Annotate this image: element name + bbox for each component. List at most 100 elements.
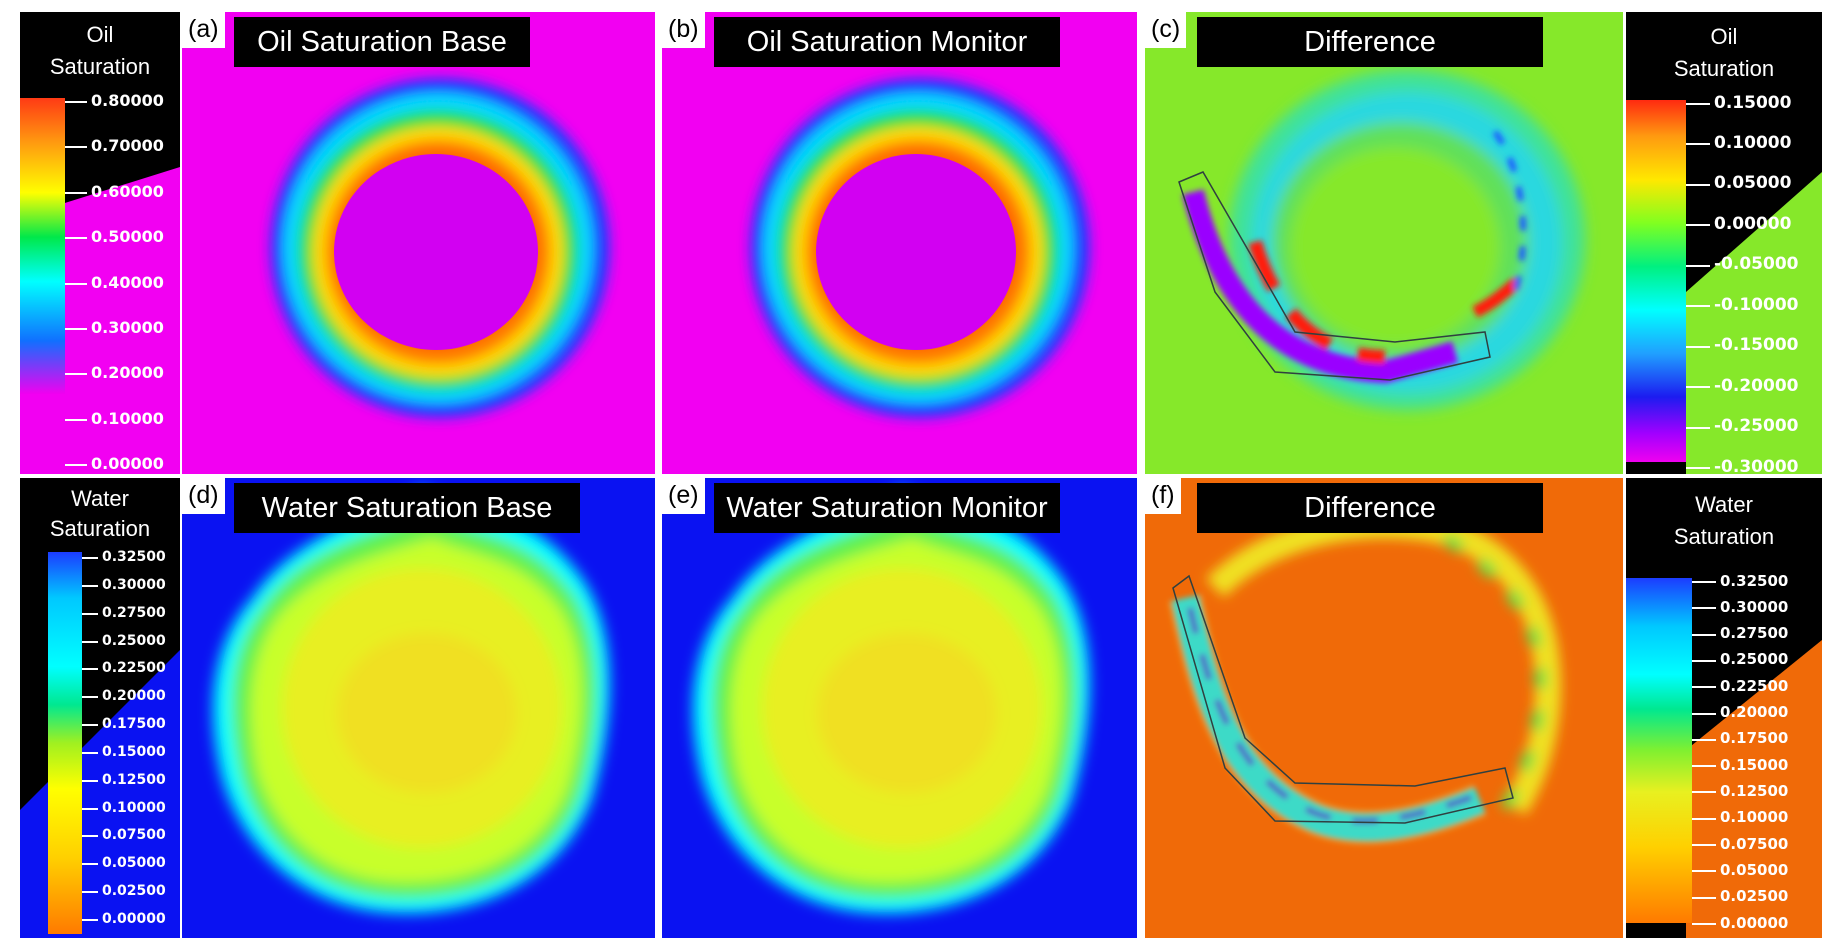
colorbar-tick-label: 0.02500 — [1720, 887, 1789, 906]
colorbar-tick-label: 0.05000 — [102, 855, 166, 872]
colorbar-tick-mark — [1692, 659, 1716, 662]
colorbar-tick-label: 0.20000 — [91, 363, 164, 383]
colorbar-tick-mark — [1686, 467, 1710, 469]
panel-letter: (a) — [182, 12, 225, 48]
colorbar-tick-label: 0.15000 — [102, 743, 166, 760]
colorbar-tick-mark — [82, 612, 98, 615]
colorbar-tick-label: 0.10000 — [91, 408, 164, 428]
colorbar-title-line1: Water — [71, 486, 129, 511]
colorbar-tick-label: 0.30000 — [1720, 597, 1789, 616]
colorbar-tick-mark — [1686, 386, 1710, 389]
water-saturation-colorbar-right: Water Saturation 0.32500 0.30000 0.27500 0.… — [1626, 478, 1822, 938]
colorbar-title-line2: Saturation — [49, 516, 151, 541]
colorbar-tick-label: 0.27500 — [1720, 624, 1789, 643]
water-saturation-colorbar-left: Water Saturation 0.32500 0.30000 0.27500 0.… — [20, 478, 180, 938]
oil-saturation-colorbar-left: Oil Saturation 0.80000 0.70000 0.60000 0.50… — [20, 12, 180, 474]
colorbar-title-line2: Saturation — [1673, 524, 1775, 549]
colorbar-tick-mark — [1686, 224, 1710, 227]
panel-title: Difference — [1197, 483, 1543, 533]
panel-title: Water Saturation Monitor — [714, 483, 1060, 533]
oil-saturation-difference-map — [1178, 70, 1585, 410]
colorbar-tick-label: 0.17500 — [102, 716, 166, 733]
panel-letter: (e) — [662, 478, 705, 514]
colorbar-tick-label: 0.80000 — [91, 91, 164, 110]
colorbar-ticks: 0.32500 0.30000 0.27500 0.25000 0.22500 0.200… — [1626, 478, 1822, 938]
colorbar-title-line1: Water — [1695, 492, 1753, 517]
colorbar-tick-mark — [1686, 426, 1710, 429]
colorbar-tick-label: 0.17500 — [1720, 729, 1789, 748]
colorbar-title-line2: Saturation — [1673, 56, 1775, 81]
colorbar-tick-label: -0.15000 — [1714, 335, 1799, 356]
colorbar-tick-mark — [1692, 712, 1716, 715]
panel-letter: (c) — [1145, 12, 1187, 48]
colorbar-tick-mark — [82, 807, 98, 810]
colorbar-tick-mark — [82, 724, 98, 727]
colorbar-tick-label: 0.10000 — [1714, 132, 1792, 153]
colorbar-title-line2: Saturation — [49, 54, 151, 79]
colorbar-tick-label: 0.00000 — [1714, 213, 1792, 234]
colorbar-tick-label: 0.15000 — [1720, 755, 1789, 774]
colorbar-tick-label: 0.27500 — [102, 604, 166, 621]
colorbar-tick-mark — [1686, 264, 1710, 267]
colorbar-tick-mark — [82, 640, 98, 643]
colorbar-tick-mark — [1692, 633, 1716, 636]
colorbar-tick-mark — [65, 327, 87, 330]
colorbar-tick-label: 0.60000 — [91, 181, 164, 201]
colorbar-tick-label: -0.05000 — [1714, 254, 1799, 275]
oil-saturation-base-map — [270, 78, 610, 418]
oil-saturation-monitor-map — [750, 78, 1090, 418]
colorbar-tick-label: 0.00000 — [1720, 913, 1789, 932]
colorbar-tick-label: 0.70000 — [91, 136, 164, 156]
highlight-polygon — [1178, 171, 1491, 381]
colorbar-gradient — [1626, 100, 1686, 462]
colorbar-tick-mark — [1692, 581, 1716, 583]
highlight-polygon — [1172, 574, 1514, 824]
colorbar-tick-label: 0.50000 — [91, 227, 164, 247]
colorbar-ticks: 0.32500 0.30000 0.27500 0.25000 0.22500 0.200… — [20, 478, 180, 938]
colorbar-tick-mark — [82, 668, 98, 671]
colorbar-tick-mark — [82, 751, 98, 754]
colorbar-tick-label: 0.32500 — [102, 549, 166, 565]
colorbar-tick-label: 0.07500 — [102, 827, 166, 844]
colorbar-ticks: 0.15000 0.10000 0.05000 0.00000 -0.05000 -0.1… — [1626, 12, 1822, 474]
colorbar-tick-label: -0.10000 — [1714, 294, 1799, 315]
colorbar-tick-mark — [82, 835, 98, 838]
colorbar-tick-mark — [82, 919, 98, 921]
colorbar-tick-mark — [1692, 844, 1716, 847]
colorbar-tick-label: 0.00000 — [102, 911, 166, 927]
colorbar-tick-mark — [65, 418, 87, 421]
colorbar-tick-mark — [1692, 686, 1716, 689]
colorbar-gradient — [20, 98, 65, 394]
colorbar-tick-label: 0.32500 — [1720, 571, 1789, 590]
panel-oil-saturation-monitor: (b) Oil Saturation Monitor — [662, 12, 1137, 474]
oil-saturation-colorbar-right: Oil Saturation 0.15000 0.10000 0.05000 0.00… — [1626, 12, 1822, 474]
colorbar-tick-label: 0.25000 — [1720, 650, 1789, 669]
colorbar-tick-mark — [65, 282, 87, 285]
colorbar-tick-label: 0.30000 — [91, 317, 164, 337]
colorbar-tick-mark — [1686, 103, 1710, 105]
colorbar-ticks: 0.80000 0.70000 0.60000 0.50000 0.40000 0.300… — [20, 12, 180, 474]
colorbar-tick-label: 0.12500 — [1720, 781, 1789, 800]
panel-oil-saturation-base: (a) Oil Saturation Base — [182, 12, 655, 474]
colorbar-tick-mark — [1686, 143, 1710, 146]
water-saturation-difference-map — [1167, 512, 1562, 846]
colorbar-gradient — [1626, 578, 1692, 923]
colorbar-title-line1: Oil — [1710, 24, 1738, 49]
colorbar-tick-mark — [1692, 765, 1716, 768]
colorbar-tick-label: 0.10000 — [1720, 808, 1789, 827]
panel-water-saturation-difference: (f) Difference — [1145, 478, 1623, 938]
colorbar-tick-mark — [1692, 791, 1716, 794]
panel-title: Water Saturation Base — [234, 483, 580, 533]
colorbar-tick-label: -0.30000 — [1714, 456, 1799, 474]
colorbar-tick-mark — [65, 464, 87, 466]
panel-title: Oil Saturation Monitor — [714, 17, 1060, 67]
colorbar-title-line1: Oil — [86, 22, 114, 47]
colorbar-tick-mark — [1692, 870, 1716, 873]
colorbar-tick-label: 0.20000 — [102, 688, 166, 705]
colorbar-tick-label: 0.07500 — [1720, 834, 1789, 853]
colorbar-tick-mark — [82, 696, 98, 699]
colorbar-tick-mark — [1692, 738, 1716, 741]
colorbar-tick-label: 0.05000 — [1720, 860, 1789, 879]
colorbar-tick-label: 0.20000 — [1720, 703, 1789, 722]
colorbar-tick-label: 0.30000 — [102, 576, 166, 593]
